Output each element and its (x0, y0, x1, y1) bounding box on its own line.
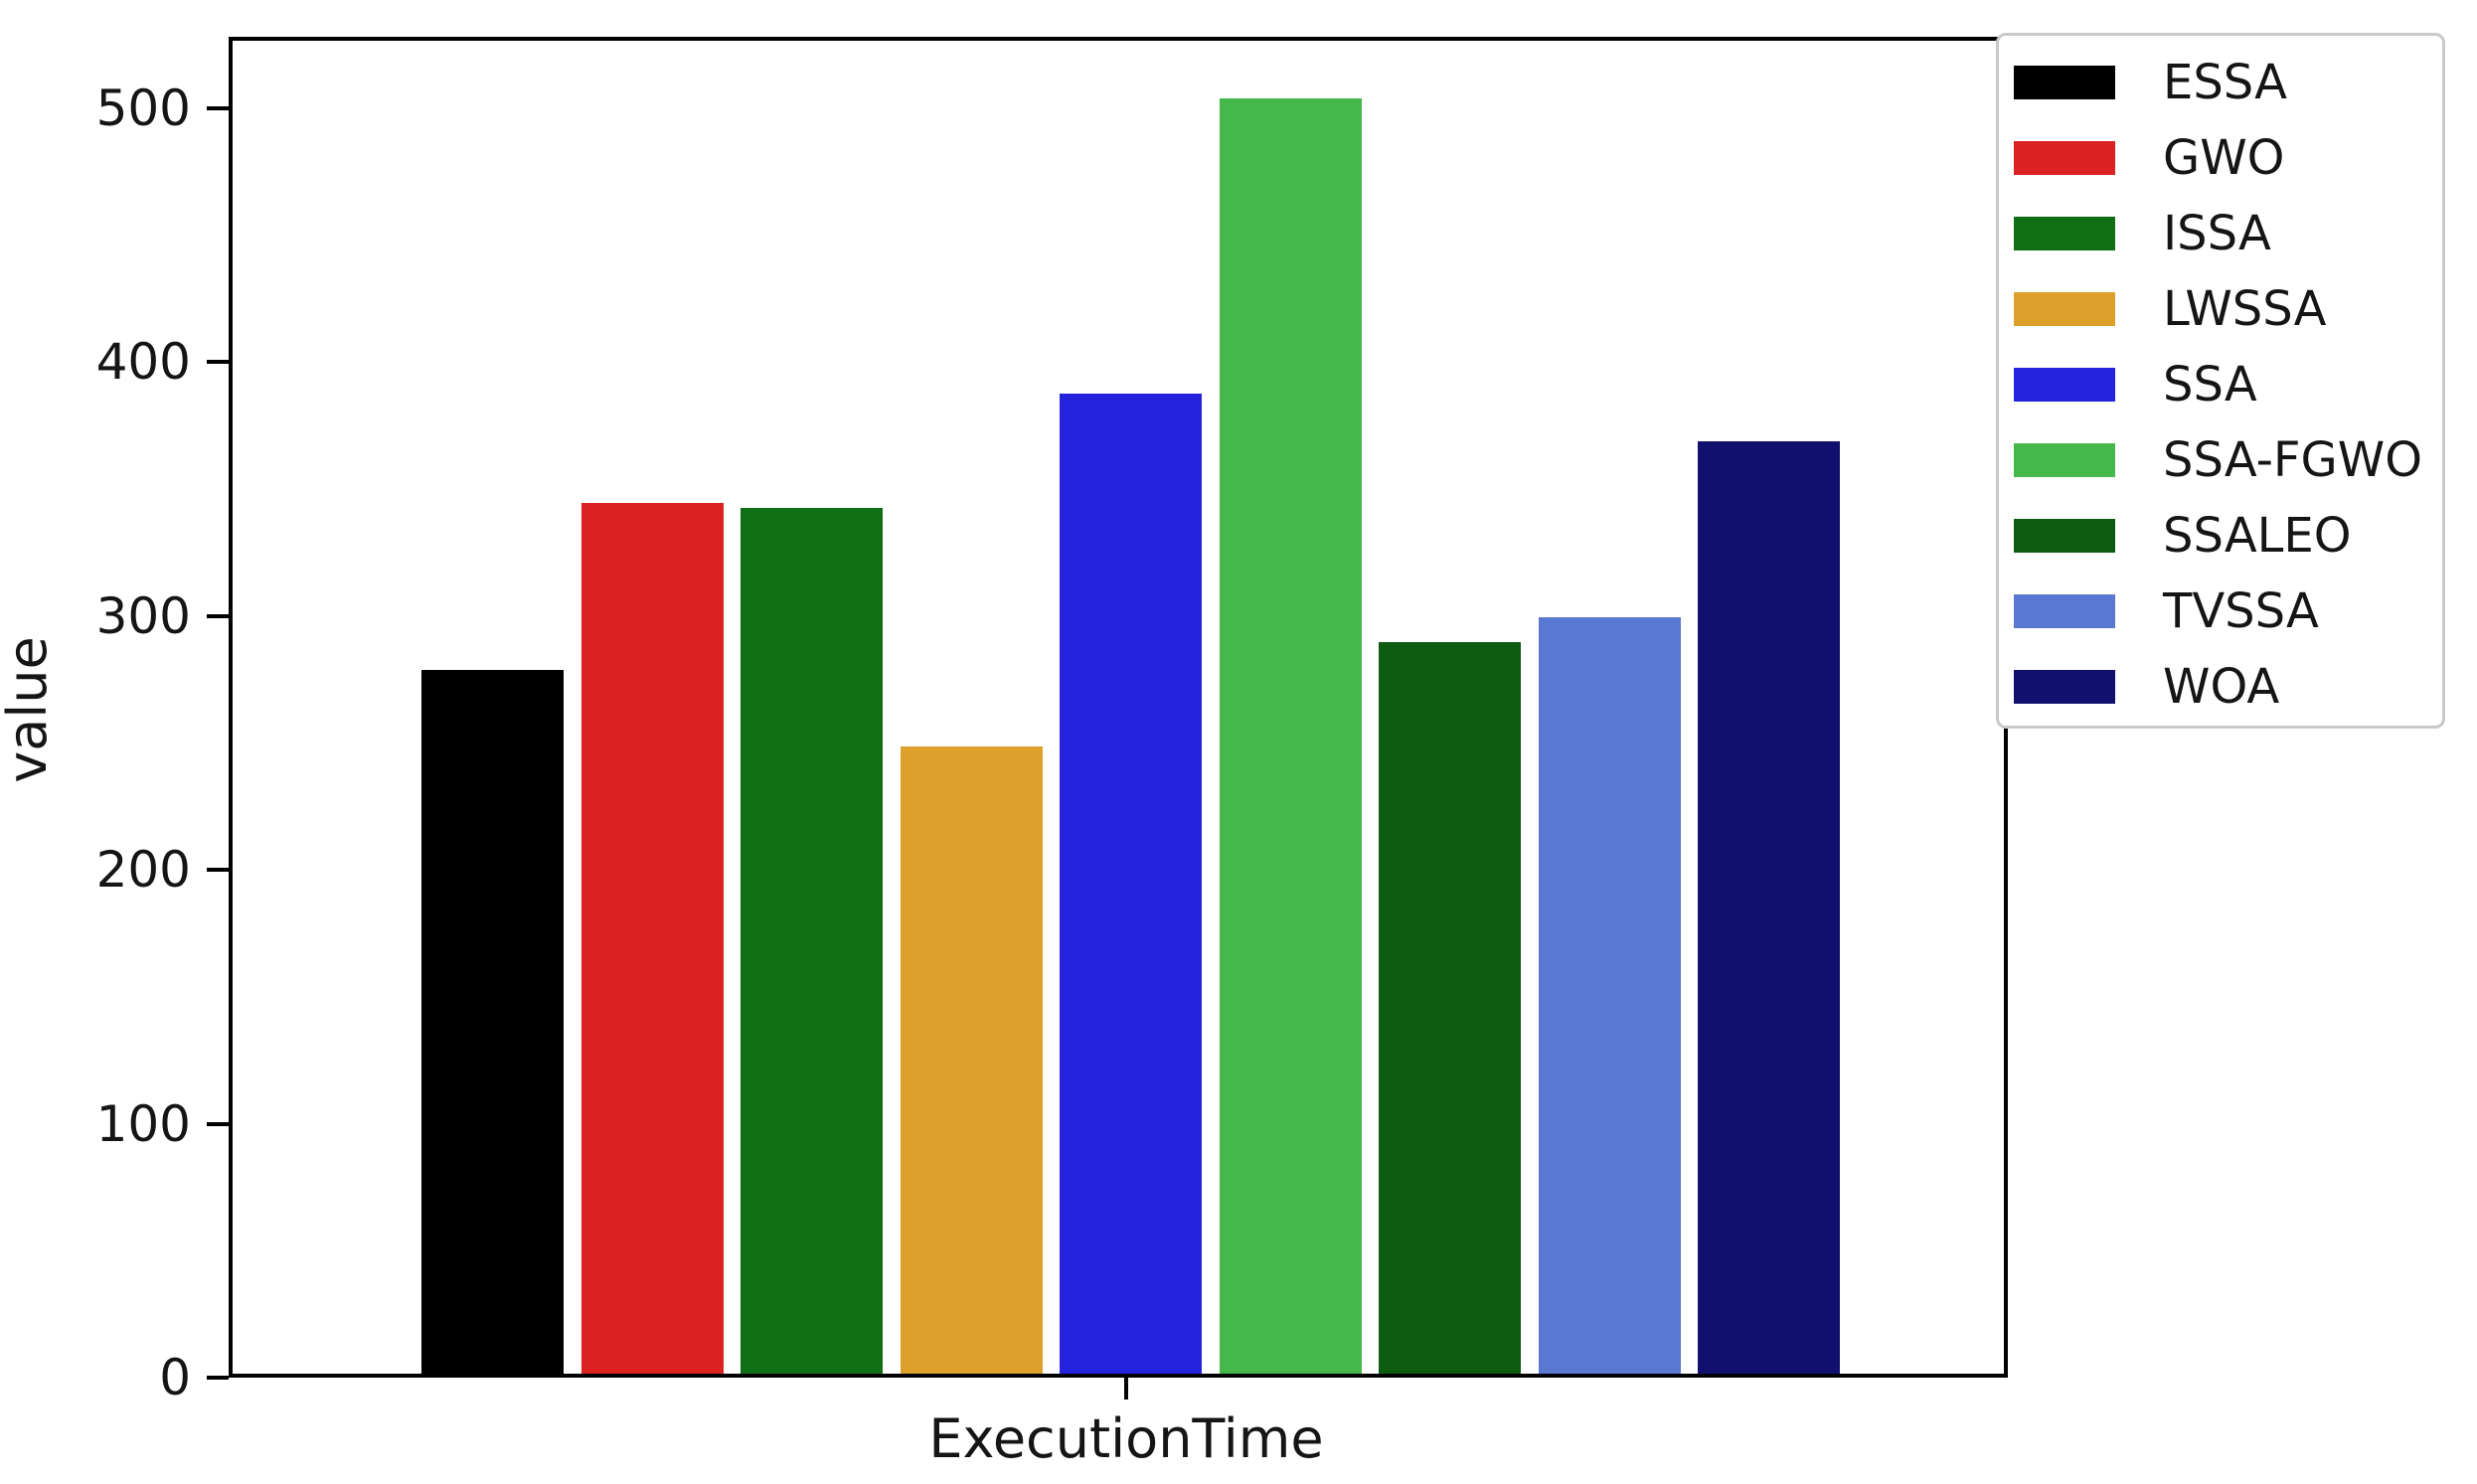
y-tick (207, 613, 229, 618)
plot-area (229, 37, 2008, 1378)
legend-item-LWSSA: LWSSA (1999, 271, 2442, 347)
legend-swatch (2014, 66, 2115, 99)
legend-swatch (2014, 368, 2115, 402)
legend-label: LWSSA (2163, 281, 2327, 337)
x-axis-tick-label: ExecutionTime (928, 1407, 1324, 1470)
legend-swatch (2014, 519, 2115, 553)
y-tick (207, 1121, 229, 1126)
legend-label: WOA (2163, 659, 2280, 715)
legend-swatch (2014, 443, 2115, 477)
bar-ESSA (421, 670, 564, 1374)
y-tick-label: 200 (95, 841, 191, 899)
x-axis-tick (1124, 1378, 1128, 1400)
legend: ESSA GWO ISSA LWSSA SSA SSA-FGWO SSALEO TVSSA WO… (1996, 33, 2445, 729)
y-tick (207, 105, 229, 110)
legend-item-TVSSA: TVSSA (1999, 574, 2442, 649)
y-axis-label: value (0, 636, 59, 783)
bar-LWSSA (900, 746, 1043, 1374)
bar-WOA (1698, 441, 1840, 1374)
legend-swatch (2014, 670, 2115, 704)
legend-label: SSA (2163, 357, 2257, 412)
legend-swatch (2014, 594, 2115, 628)
y-tick-label: 500 (95, 79, 191, 137)
y-tick-label: 300 (95, 586, 191, 645)
y-tick (207, 868, 229, 872)
legend-swatch (2014, 292, 2115, 326)
legend-label: GWO (2163, 130, 2285, 186)
legend-label: SSA-FGWO (2163, 432, 2422, 488)
legend-item-ISSA: ISSA (1999, 196, 2442, 271)
legend-swatch (2014, 217, 2115, 250)
legend-item-SSA-FGWO: SSA-FGWO (1999, 422, 2442, 498)
y-tick-label: 0 (159, 1349, 191, 1406)
legend-swatch (2014, 141, 2115, 175)
legend-item-ESSA: ESSA (1999, 45, 2442, 120)
y-tick (207, 360, 229, 365)
bar-SSA-FGWO (1219, 98, 1362, 1374)
y-tick-label: 400 (95, 333, 191, 392)
legend-label: SSALEO (2163, 508, 2352, 564)
y-tick-label: 100 (95, 1094, 191, 1153)
legend-item-GWO: GWO (1999, 120, 2442, 196)
bar-SSALEO (1379, 642, 1521, 1374)
y-tick (207, 1376, 229, 1380)
legend-item-SSALEO: SSALEO (1999, 498, 2442, 574)
legend-label: TVSSA (2163, 583, 2319, 639)
legend-item-WOA: WOA (1999, 649, 2442, 725)
legend-label: ISSA (2163, 206, 2271, 261)
bar-SSA (1060, 394, 1202, 1374)
bar-ISSA (741, 508, 883, 1374)
bar-GWO (580, 503, 724, 1374)
bar-TVSSA (1538, 617, 1681, 1374)
legend-item-SSA: SSA (1999, 347, 2442, 422)
legend-label: ESSA (2163, 55, 2287, 110)
